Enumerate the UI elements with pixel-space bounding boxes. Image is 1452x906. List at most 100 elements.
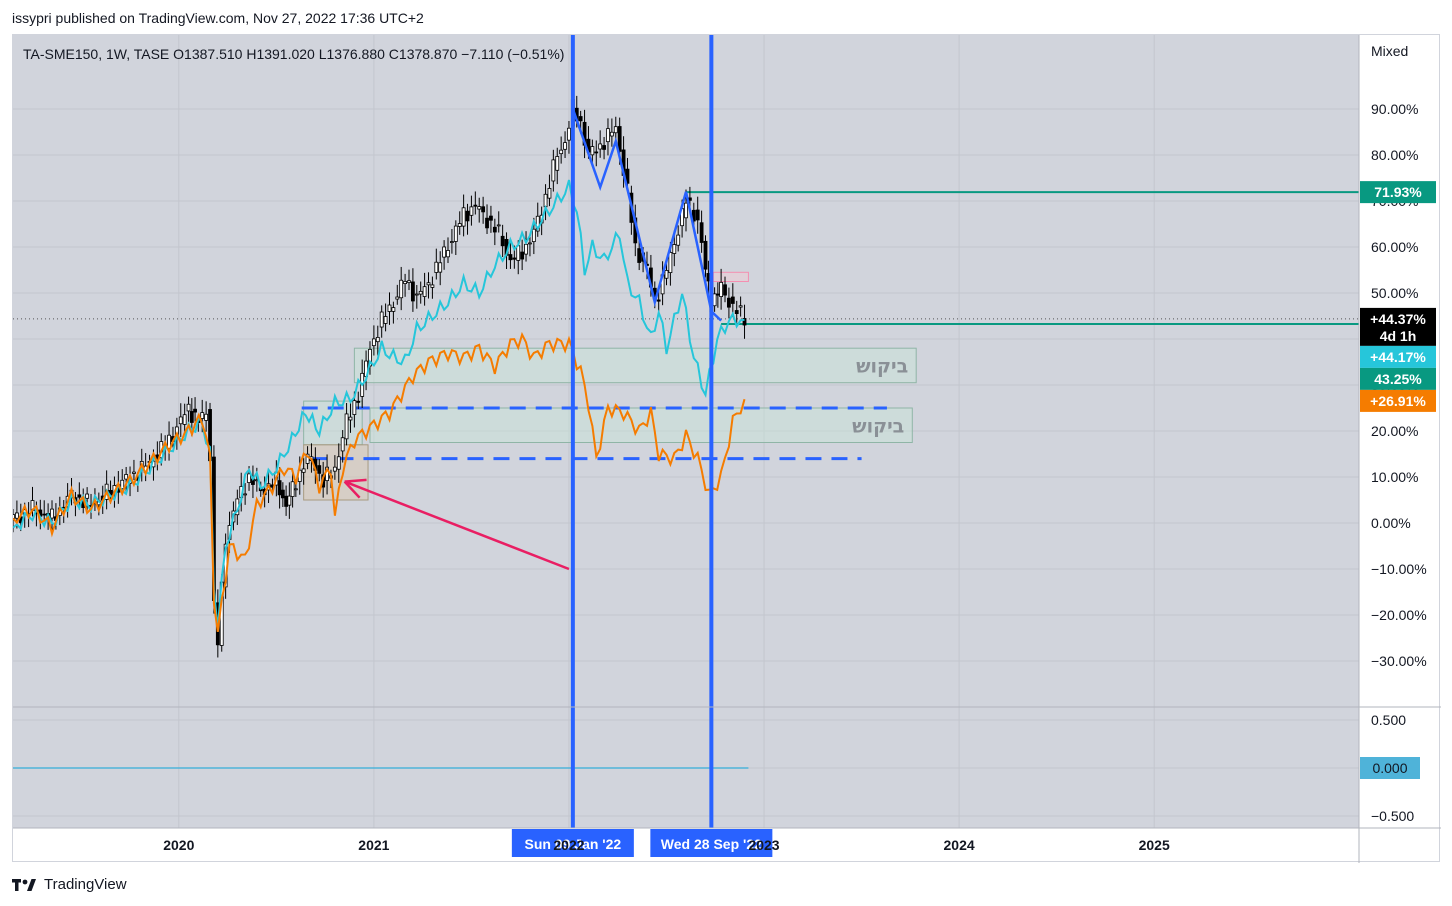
candle-body [182, 414, 187, 425]
candle-body [457, 223, 462, 227]
candle-body [578, 116, 583, 122]
candle-body [734, 310, 739, 315]
candle-body [676, 234, 681, 246]
candle-body [200, 412, 205, 419]
candle [563, 131, 567, 159]
candle-body [371, 338, 376, 347]
candle [332, 455, 337, 480]
scale-mode-label[interactable]: Mixed [1371, 43, 1408, 59]
candle [50, 500, 54, 532]
candle-body [520, 251, 525, 260]
candle [461, 194, 466, 237]
price-tag-label: +26.91% [1370, 393, 1426, 409]
y-tick-label: 10.00% [1371, 469, 1418, 485]
candle [442, 240, 447, 270]
candle-body [434, 261, 439, 273]
candle-body [606, 128, 610, 143]
candle [395, 284, 400, 305]
price-tag-label: 43.25% [1374, 371, 1422, 387]
footer-brand[interactable]: TradingView [12, 876, 127, 893]
candle [500, 224, 505, 258]
candle [414, 285, 419, 309]
candle [555, 147, 560, 185]
candle [625, 157, 630, 189]
supply-box [712, 271, 749, 283]
candle-body [403, 281, 407, 284]
candle-body [516, 245, 521, 261]
candle-body [477, 206, 482, 210]
candle [13, 509, 15, 533]
candle-body [489, 215, 493, 221]
y-tick-label: −30.00% [1371, 653, 1427, 669]
candle [606, 118, 610, 156]
candle [426, 272, 431, 299]
candle [410, 268, 415, 312]
lower-price-tag-bg [1360, 757, 1420, 779]
candle-body [418, 290, 423, 295]
candle-body [617, 126, 622, 152]
price-tag-bg [1360, 345, 1436, 368]
candle-body [446, 250, 450, 258]
x-tick-label: 2020 [163, 837, 194, 853]
arrow-head [344, 478, 367, 483]
candle-body [395, 296, 400, 300]
candle [485, 204, 489, 234]
candle-body [317, 465, 322, 474]
y-tick-label: 80.00% [1371, 147, 1418, 163]
candle-body [481, 206, 486, 213]
demand-zone-label: ביקוש [852, 415, 904, 437]
candle [730, 283, 735, 318]
lower-y-tick-label: −0.500 [1371, 808, 1414, 824]
candle-body [473, 204, 478, 207]
price-axis[interactable]: 90.00%80.00%70.00%60.00%50.00%40.00%30.0… [1371, 101, 1427, 824]
candle [344, 402, 349, 446]
candle-body [120, 479, 125, 490]
candle-body [383, 316, 388, 324]
candle-body [727, 297, 731, 308]
x-tick-label: 2022 [553, 837, 584, 853]
candle [457, 211, 462, 235]
candle-body [461, 207, 466, 227]
candle-body [567, 127, 571, 141]
candle [535, 202, 540, 237]
candle [422, 272, 427, 306]
candle-body [742, 318, 747, 326]
candle [496, 211, 501, 233]
candle-body [375, 336, 380, 343]
x-tick-label: 2024 [944, 837, 975, 853]
candle [430, 276, 435, 299]
candle-body [684, 202, 688, 219]
x-tick-label: 2023 [748, 837, 779, 853]
arrow-head [343, 480, 361, 499]
candle [434, 248, 439, 280]
candle [492, 218, 497, 246]
candle-body [613, 126, 618, 134]
candle-body [178, 416, 183, 425]
candle-body [50, 508, 54, 519]
footer-brand-label: TradingView [44, 876, 127, 893]
candle-body [524, 243, 528, 255]
candle-body [430, 284, 435, 288]
candle-body [13, 514, 15, 519]
time-axis[interactable]: 2020 2021 2022 2023 2024 2025 [163, 837, 1170, 853]
candle-body [287, 495, 292, 506]
candle [348, 403, 353, 433]
candle-body [637, 248, 642, 263]
candle-body [387, 304, 392, 312]
y-tick-label: −20.00% [1371, 607, 1427, 623]
demand-zone-label: ביקוש [856, 355, 908, 377]
candle-body [551, 159, 556, 182]
candle-body [407, 280, 411, 283]
chart-frame[interactable]: ביקוש ביקוש Sun 09 Jan '22 Wed 28 Sep '22 … [12, 34, 1441, 863]
candle [450, 229, 454, 254]
candle [742, 304, 747, 339]
y-tick-label: −10.00% [1371, 561, 1427, 577]
candle [438, 251, 443, 286]
candle-body [414, 293, 419, 296]
candle-body [340, 437, 345, 452]
candle [399, 266, 404, 311]
candle [719, 268, 724, 310]
candle-body [193, 408, 197, 413]
candle-body [379, 311, 384, 328]
